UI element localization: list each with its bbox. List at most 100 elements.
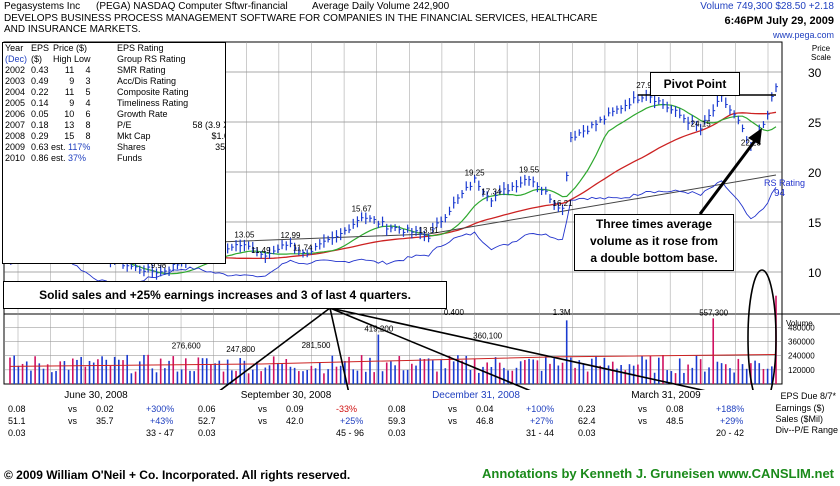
sales-change: +27% xyxy=(530,416,554,426)
price-annotation: 12.99 xyxy=(280,231,301,240)
price-annotation: 16.21 xyxy=(553,199,574,208)
rating-label: P/E xyxy=(117,120,132,130)
quarter-column: December 31, 2008 0.08 vs 0.04 59.3 vs 46.8 0.0… xyxy=(382,390,570,458)
year-cell: 2003 xyxy=(5,76,26,86)
price-annotation: 27.98 xyxy=(636,81,657,90)
rating-value: A xyxy=(191,98,225,109)
earnings-cell: 0.06 xyxy=(198,404,216,414)
high-cell: 9 xyxy=(69,98,75,108)
price-annotation: 11.49 xyxy=(251,246,271,255)
annotation-credit: Annotations by Kenneth J. Gruneisen www.… xyxy=(482,466,834,481)
rating-label: Acc/Dis Rating xyxy=(117,76,177,86)
pe-range: 20 - 42 xyxy=(716,428,745,438)
sales-change: +43% xyxy=(150,416,174,426)
earnings-cell: 0.23 xyxy=(578,404,596,414)
average-volume: Average Daily Volume 242,900 xyxy=(312,1,450,12)
volume-annotation: 557,300 xyxy=(699,308,728,317)
rating-label: Group RS Rating xyxy=(117,54,186,64)
high-cell: 13 xyxy=(64,120,75,130)
low-cell: 4 xyxy=(85,65,91,75)
high-cell: 9 xyxy=(69,76,75,86)
earnings-cell: 52.7 xyxy=(198,416,216,426)
year-row: 2010 0.86 est. 37% xyxy=(3,153,93,164)
timestamp: 6:46PM July 29, 2009 xyxy=(724,15,834,27)
rating-value: B xyxy=(191,54,225,65)
price-annotation: 19.55 xyxy=(519,166,540,175)
low-cell: 6 xyxy=(85,109,91,119)
price-annotation: 17.34 xyxy=(481,188,502,197)
earnings-cell: 0.02 xyxy=(96,404,114,414)
callout-pointer-line xyxy=(329,307,531,390)
rating-row: P/E 58 (3.9 X SP) xyxy=(115,120,225,131)
price-tick: 30 xyxy=(808,66,822,80)
pe-range: 33 - 47 xyxy=(146,428,175,438)
eps-change: +188% xyxy=(716,404,745,414)
rs-rating-value: 94 xyxy=(774,188,786,199)
price-annotation: 24.15 xyxy=(691,120,712,129)
volume-price: Volume 749,300 $28.50 +2.18 xyxy=(700,1,834,12)
rating-row: SMR Rating B xyxy=(115,65,225,76)
low-cell: 5 xyxy=(85,87,91,97)
rating-row: Shares 35.7 Mil xyxy=(115,142,225,153)
volume-callout-line2: volume as it rose from xyxy=(589,234,719,248)
earnings-cell: 0.03 xyxy=(198,428,216,438)
earnings-cell: vs xyxy=(68,416,77,426)
volume-callout: Three times average volume as it rose fr… xyxy=(574,214,734,271)
price-tick: 25 xyxy=(808,116,822,130)
eps-cell: 0.29 xyxy=(31,131,49,141)
earnings-cell: 0.03 xyxy=(388,428,406,438)
price-annotation: 22.23 xyxy=(741,139,762,148)
callout-pointer-line xyxy=(329,307,350,390)
rating-row: Acc/Dis Rating B+ xyxy=(115,76,225,87)
rating-value: 24% xyxy=(191,153,225,164)
volume-tick: 360000 xyxy=(788,338,815,347)
volume-annotation: 360,100 xyxy=(473,332,502,341)
50-day-ma-line xyxy=(9,103,777,275)
stats-box: Year EPS Price ($) (Dec) ($) High Low 20… xyxy=(2,42,226,264)
earnings-cell: 0.09 xyxy=(286,404,304,414)
company-url[interactable]: www.pega.com xyxy=(772,30,834,40)
eps-change: +100% xyxy=(526,404,555,414)
earnings-cell: 0.03 xyxy=(578,428,596,438)
quarter-column: June 30, 2008 0.08 vs 0.02 51.1 vs 35.7 0.03 +30… xyxy=(2,390,190,458)
sales-label: Sales ($Mil) xyxy=(775,414,823,424)
price-annotation: 15.67 xyxy=(352,204,373,213)
year-subheader: (Dec) xyxy=(5,54,27,64)
price-tick: 15 xyxy=(808,216,822,230)
year-cell: 2007 xyxy=(5,120,26,130)
rating-value: B xyxy=(191,65,225,76)
year-cell: 2006 xyxy=(5,109,26,119)
rating-row: EPS Rating 86 xyxy=(115,43,225,54)
rating-value: 98 xyxy=(191,87,225,98)
sales-callout: Solid sales and +25% earnings increases … xyxy=(3,281,447,309)
rating-value: 58 (3.9 X SP) xyxy=(192,120,225,130)
year-row: 2009 0.63 est. 117% xyxy=(3,142,93,153)
rating-label: Timeliness Rating xyxy=(117,98,189,108)
year-row: 2007 0.18 13 8 xyxy=(3,120,93,131)
price-tick: 10 xyxy=(808,266,822,280)
high-cell: 11 xyxy=(64,87,75,97)
rating-label: SMR Rating xyxy=(117,65,166,75)
rating-value: 4% xyxy=(191,109,225,120)
price-header: Price ($) xyxy=(53,43,88,53)
quarter-title: June 30, 2008 xyxy=(64,390,128,401)
price-annotation: 11.74 xyxy=(293,244,313,253)
company-name: Pegasystems Inc xyxy=(4,1,81,12)
volume-annotation: 1.3M xyxy=(553,308,571,317)
year-row: 2003 0.49 9 3 xyxy=(3,76,93,87)
earnings-cell: 42.0 xyxy=(286,416,304,426)
eps-cell: 0.86 est. 37% xyxy=(31,153,87,163)
company-description: DEVELOPS BUSINESS PROCESS MANAGEMENT SOF… xyxy=(4,13,598,35)
earnings-cell: 48.5 xyxy=(666,416,684,426)
volume-callout-line1: Three times average xyxy=(595,217,713,231)
price-subheader: High Low xyxy=(53,54,91,64)
rating-label: Shares xyxy=(117,142,146,152)
div-pe-label: Div--P/E Range xyxy=(775,425,838,435)
low-cell: 4 xyxy=(85,98,91,108)
volume-annotation: 276,600 xyxy=(172,341,201,350)
eps-change: +300% xyxy=(146,404,175,414)
rating-label: Composite Rating xyxy=(117,87,189,97)
eps-change: -33% xyxy=(336,404,358,414)
earnings-cell: 35.7 xyxy=(96,416,114,426)
rating-label: Mkt Cap xyxy=(117,131,151,141)
